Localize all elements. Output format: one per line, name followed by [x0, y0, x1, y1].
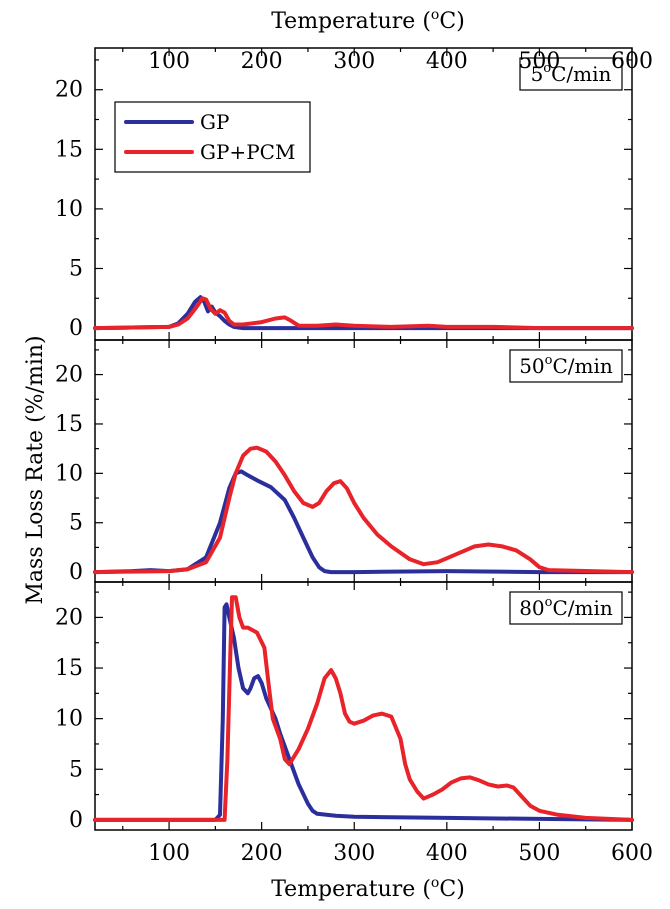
panel-1: 0 5 10 15 20 5oC/min [55, 47, 634, 341]
y-tick-label: 5 [69, 511, 83, 536]
x-tick-label-top: 600 [611, 49, 653, 74]
series-line-gp [93, 469, 634, 575]
x-tick-label-top: 400 [426, 49, 468, 74]
y-tick-label: 0 [69, 560, 83, 585]
x-tick-label-top: 100 [148, 49, 190, 74]
y-tick-label: 20 [55, 363, 83, 388]
y-tick-label: 10 [55, 197, 83, 222]
x-tick-label-bottom: 300 [333, 841, 375, 866]
rate-label-text: 80oC/min [519, 595, 613, 620]
x-tick-label-top: 300 [333, 49, 375, 74]
y-tick-label: 0 [69, 808, 83, 833]
x-tick-label-bottom: 500 [518, 841, 560, 866]
rate-label-box [519, 57, 623, 91]
rate-label: 80oC/min [509, 591, 623, 625]
y-tick-label: 5 [69, 757, 83, 782]
rate-label-box [509, 349, 623, 383]
panels-group: 0 5 10 15 20 5oC/min 0 5 10 15 20 50oC/min 0 5 10 15 20 8… [55, 47, 653, 866]
rate-label-text: 5oC/min [531, 61, 612, 86]
y-tick-label: 20 [55, 605, 83, 630]
y-tick-label: 0 [69, 316, 83, 341]
x-tick-label-bottom: 200 [241, 841, 283, 866]
panel-3: 0 5 10 15 20 80oC/min [55, 581, 634, 833]
rate-label: 50oC/min [509, 349, 623, 383]
y-tick-label: 20 [55, 78, 83, 103]
legend-label: GP [200, 110, 229, 134]
top-axis-title: Temperature (oC) [271, 7, 465, 34]
legend: GP GP+PCM [114, 101, 311, 173]
rate-label-box [509, 591, 623, 625]
y-tick-label: 15 [55, 412, 83, 437]
y-tick-label: 5 [69, 256, 83, 281]
y-tick-label: 10 [55, 461, 83, 486]
series-line-gp-pcm [93, 445, 634, 575]
y-tick-label: 10 [55, 707, 83, 732]
panel-frame [94, 47, 633, 341]
series-line-gp-pcm [93, 296, 634, 331]
panel-2: 0 5 10 15 20 50oC/min [55, 339, 634, 585]
y-axis-title: Mass Loss Rate (%/min) [23, 335, 48, 604]
rate-label-text: 50oC/min [519, 353, 613, 378]
y-tick-label: 15 [55, 656, 83, 681]
series-line-gp [93, 602, 634, 822]
legend-label: GP+PCM [200, 140, 295, 164]
panel-frame [94, 581, 633, 831]
x-tick-label-top: 200 [241, 49, 283, 74]
rate-label: 5oC/min [519, 57, 623, 91]
x-tick-label-bottom: 600 [611, 841, 653, 866]
x-tick-label-bottom: 100 [148, 841, 190, 866]
series-line-gp-pcm [93, 595, 634, 822]
x-tick-label-bottom: 400 [426, 841, 468, 866]
legend-box [114, 101, 311, 173]
bottom-axis-title: Temperature (oC) [271, 875, 465, 902]
y-tick-label: 15 [55, 137, 83, 162]
x-tick-label-top: 500 [518, 49, 560, 74]
